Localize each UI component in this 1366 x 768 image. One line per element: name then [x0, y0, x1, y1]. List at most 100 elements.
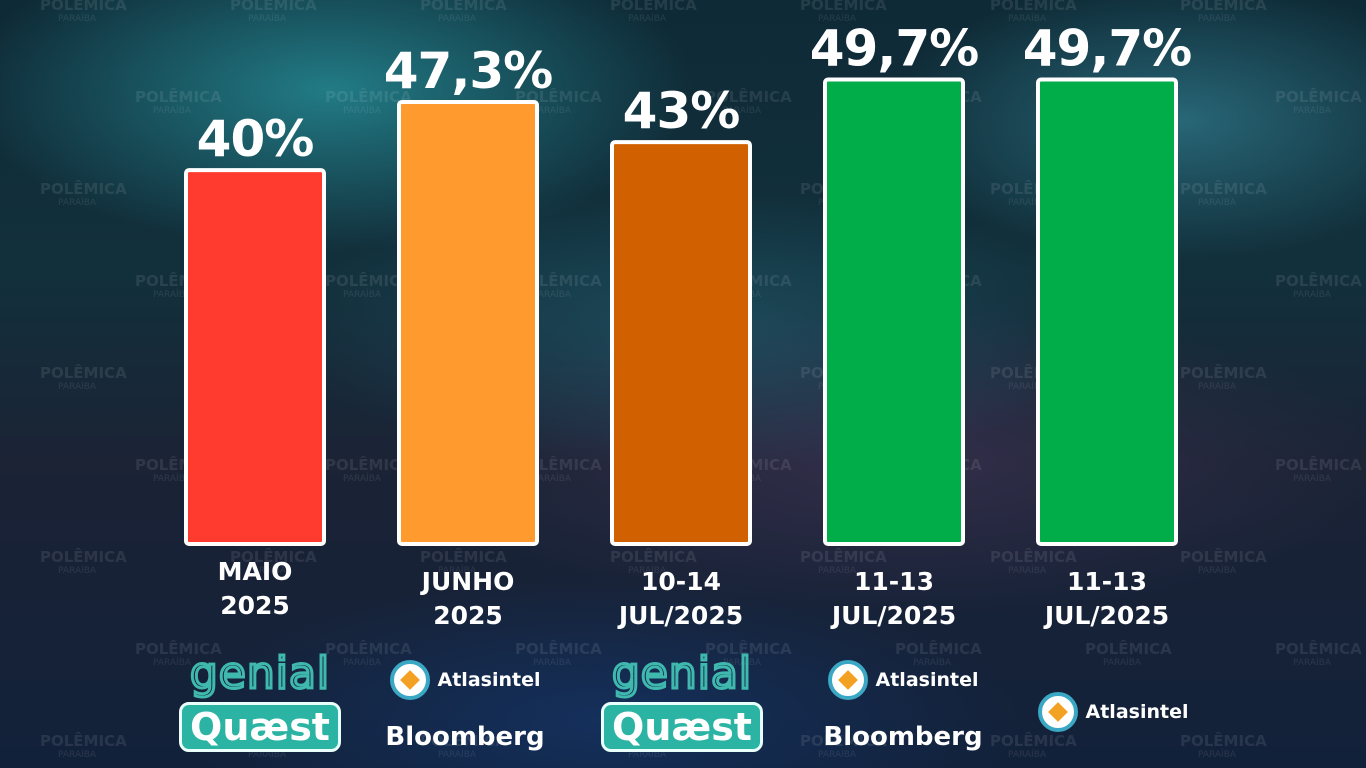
category-label-2-line-1: JUNHO: [420, 567, 515, 596]
svg-text:POLÊMICA: POLÊMICA: [135, 639, 222, 658]
svg-text:POLÊMICA: POLÊMICA: [1180, 547, 1267, 566]
svg-text:PARAÍBA: PARAÍBA: [1293, 656, 1332, 668]
source-logo-genial-quaest-1: genial Quæst: [160, 648, 360, 752]
svg-text:POLÊMICA: POLÊMICA: [990, 0, 1077, 14]
svg-text:POLÊMICA: POLÊMICA: [135, 87, 222, 106]
svg-text:PARAÍBA: PARAÍBA: [153, 656, 192, 668]
svg-text:PARAÍBA: PARAÍBA: [533, 104, 572, 116]
svg-text:POLÊMICA: POLÊMICA: [990, 547, 1077, 566]
svg-text:PARAÍBA: PARAÍBA: [1198, 380, 1237, 392]
svg-text:POLÊMICA: POLÊMICA: [705, 87, 792, 106]
svg-text:PARAÍBA: PARAÍBA: [343, 656, 382, 668]
svg-text:POLÊMICA: POLÊMICA: [1085, 639, 1172, 658]
svg-text:PARAÍBA: PARAÍBA: [1103, 656, 1142, 668]
svg-text:POLÊMICA: POLÊMICA: [1275, 639, 1362, 658]
svg-text:PARAÍBA: PARAÍBA: [153, 472, 192, 484]
quaest-logo: Quæst: [601, 702, 763, 752]
svg-text:PARAÍBA: PARAÍBA: [1198, 748, 1237, 760]
svg-text:POLÊMICA: POLÊMICA: [325, 639, 412, 658]
source-logo-atlas-bloomberg-2: Atlasintel Bloomberg: [808, 660, 998, 752]
svg-text:PARAÍBA: PARAÍBA: [533, 288, 572, 300]
svg-text:PARAÍBA: PARAÍBA: [723, 104, 762, 116]
svg-text:POLÊMICA: POLÊMICA: [1275, 455, 1362, 474]
svg-text:PARAÍBA: PARAÍBA: [913, 656, 952, 668]
svg-text:PARAÍBA: PARAÍBA: [533, 656, 572, 668]
atlasintel-logo: Atlasintel: [1018, 692, 1208, 732]
category-label-1-line-1: MAIO: [218, 557, 293, 586]
svg-text:PARAÍBA: PARAÍBA: [58, 196, 97, 208]
svg-text:PARAÍBA: PARAÍBA: [628, 12, 667, 24]
svg-text:PARAÍBA: PARAÍBA: [818, 12, 857, 24]
atlasintel-icon: [389, 660, 430, 700]
svg-text:PARAÍBA: PARAÍBA: [1008, 748, 1047, 760]
atlasintel-label: Atlasintel: [437, 669, 541, 691]
svg-text:POLÊMICA: POLÊMICA: [230, 0, 317, 14]
source-logo-atlas-3: Atlasintel: [1018, 692, 1208, 732]
bar-3: [610, 140, 752, 547]
svg-text:PARAÍBA: PARAÍBA: [153, 104, 192, 116]
category-label-5-line-2: JUL/2025: [1043, 601, 1169, 630]
svg-text:POLÊMICA: POLÊMICA: [325, 271, 412, 290]
svg-text:POLÊMICA: POLÊMICA: [420, 731, 507, 750]
bar-1: [184, 168, 326, 546]
svg-text:PARAÍBA: PARAÍBA: [1198, 12, 1237, 24]
category-label-1-line-2: 2025: [220, 591, 290, 620]
svg-text:PARAÍBA: PARAÍBA: [1008, 12, 1047, 24]
genial-logo: genial: [188, 648, 331, 699]
genial-logo: genial: [610, 648, 753, 699]
svg-text:POLÊMICA: POLÊMICA: [1275, 87, 1362, 106]
svg-text:PARAÍBA: PARAÍBA: [1008, 564, 1047, 576]
svg-text:POLÊMICA: POLÊMICA: [705, 639, 792, 658]
svg-text:PARAÍBA: PARAÍBA: [438, 12, 477, 24]
svg-text:PARAÍBA: PARAÍBA: [1293, 104, 1332, 116]
svg-text:PARAÍBA: PARAÍBA: [723, 656, 762, 668]
category-label-2-line-2: 2025: [433, 601, 503, 630]
category-label-3-line-1: 10-14: [641, 567, 721, 596]
svg-text:POLÊMICA: POLÊMICA: [325, 87, 412, 106]
svg-text:POLÊMICA: POLÊMICA: [420, 0, 507, 14]
source-logo-atlas-bloomberg-1: Atlasintel Bloomberg: [370, 660, 560, 752]
value-label-2: 47,3%: [384, 42, 552, 100]
svg-text:POLÊMICA: POLÊMICA: [800, 547, 887, 566]
svg-text:PARAÍBA: PARAÍBA: [58, 12, 97, 24]
svg-text:PARAÍBA: PARAÍBA: [343, 288, 382, 300]
svg-text:PARAÍBA: PARAÍBA: [533, 472, 572, 484]
svg-text:POLÊMICA: POLÊMICA: [230, 547, 317, 566]
svg-text:PARAÍBA: PARAÍBA: [1293, 288, 1332, 300]
svg-text:POLÊMICA: POLÊMICA: [1275, 271, 1362, 290]
bar-4: [823, 77, 965, 546]
category-label-3-line-2: JUL/2025: [617, 601, 743, 630]
svg-text:PARAÍBA: PARAÍBA: [1198, 564, 1237, 576]
svg-text:PARAÍBA: PARAÍBA: [818, 564, 857, 576]
svg-text:PARAÍBA: PARAÍBA: [1293, 472, 1332, 484]
category-label-4-line-1: 11-13: [854, 567, 934, 596]
svg-text:POLÊMICA: POLÊMICA: [800, 0, 887, 14]
value-label-1: 40%: [197, 110, 314, 168]
svg-text:POLÊMICA: POLÊMICA: [420, 547, 507, 566]
category-label-5-line-1: 11-13: [1067, 567, 1147, 596]
